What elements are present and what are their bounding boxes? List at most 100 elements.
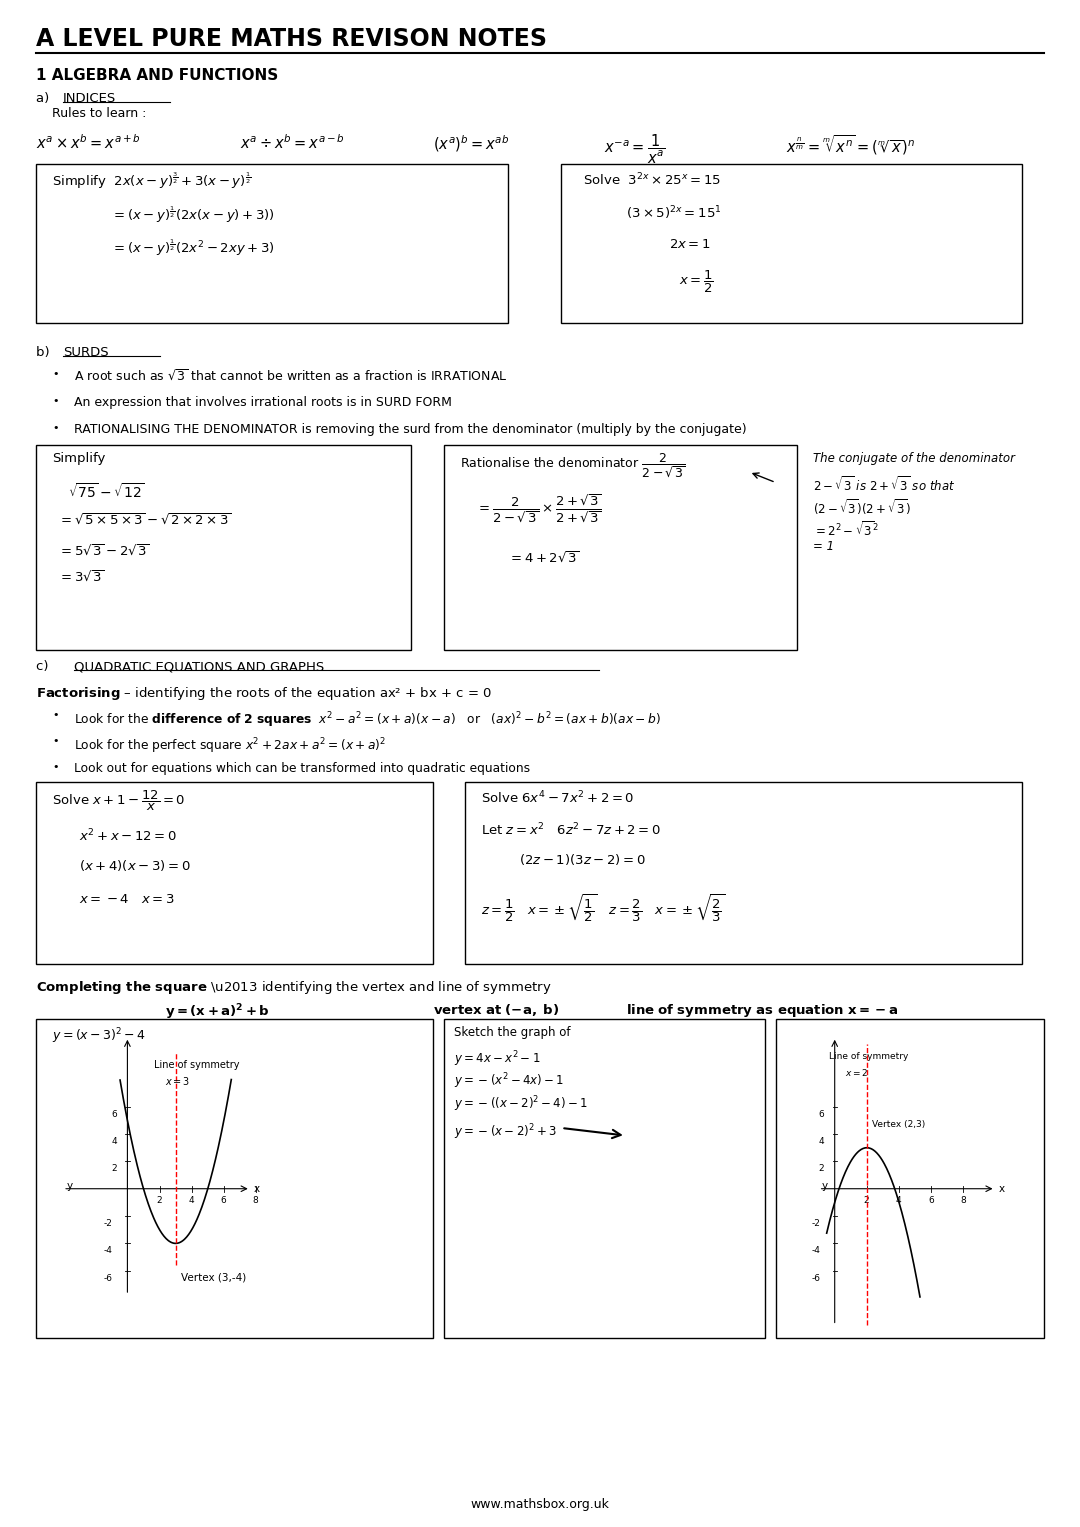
- Text: c): c): [37, 660, 57, 673]
- Text: a): a): [37, 92, 54, 105]
- Text: Look for the perfect square $x^2 + 2ax + a^2 = (x+a)^2$: Look for the perfect square $x^2 + 2ax +…: [73, 736, 386, 756]
- Text: 6: 6: [111, 1110, 117, 1119]
- FancyBboxPatch shape: [37, 163, 508, 324]
- Text: $z = \dfrac{1}{2} \quad x = \pm\sqrt{\dfrac{1}{2}} \quad z = \dfrac{2}{3} \quad : $z = \dfrac{1}{2} \quad x = \pm\sqrt{\df…: [481, 893, 726, 925]
- Text: -6: -6: [104, 1274, 112, 1283]
- Text: -6: -6: [811, 1274, 820, 1283]
- Text: $(2z-1)(3z-2) = 0$: $(2z-1)(3z-2) = 0$: [518, 852, 645, 867]
- Text: Line of symmetry: Line of symmetry: [154, 1060, 240, 1069]
- Text: A root such as $\sqrt{3}$ that cannot be written as a fraction is IRRATIONAL: A root such as $\sqrt{3}$ that cannot be…: [73, 368, 508, 383]
- Text: $\bf{vertex\ at\ (-a,\ b)}$: $\bf{vertex\ at\ (-a,\ b)}$: [433, 1002, 559, 1019]
- Text: $x^{\frac{n}{m}} = \sqrt[m]{x^n} = \left(\sqrt[m]{x}\right)^n$: $x^{\frac{n}{m}} = \sqrt[m]{x^n} = \left…: [786, 133, 916, 157]
- Text: Line of symmetry: Line of symmetry: [829, 1052, 908, 1061]
- Text: x: x: [254, 1183, 260, 1194]
- Text: 2: 2: [157, 1196, 162, 1205]
- Text: Solve $6x^4 - 7x^2 + 2 = 0$: Solve $6x^4 - 7x^2 + 2 = 0$: [481, 789, 634, 806]
- Text: Sketch the graph of: Sketch the graph of: [455, 1026, 570, 1040]
- Text: 4: 4: [111, 1138, 117, 1147]
- Text: $= 3\sqrt{3}$: $= 3\sqrt{3}$: [57, 570, 105, 585]
- FancyBboxPatch shape: [465, 782, 1023, 964]
- Text: $y = (x-3)^2 - 4$: $y = (x-3)^2 - 4$: [53, 1026, 147, 1046]
- Text: $2x = 1$: $2x = 1$: [669, 238, 711, 250]
- FancyBboxPatch shape: [444, 444, 797, 649]
- Text: $x^a \div x^b = x^{a-b}$: $x^a \div x^b = x^{a-b}$: [240, 133, 345, 153]
- Text: Solve $x + 1 - \dfrac{12}{x} = 0$: Solve $x + 1 - \dfrac{12}{x} = 0$: [53, 789, 186, 814]
- Text: $= 2^2 - \sqrt{3}^2$: $= 2^2 - \sqrt{3}^2$: [813, 521, 879, 539]
- Text: Let $z = x^2 \quad 6z^2 - 7z + 2 = 0$: Let $z = x^2 \quad 6z^2 - 7z + 2 = 0$: [481, 822, 661, 838]
- Text: 4: 4: [189, 1196, 194, 1205]
- Text: b): b): [37, 347, 54, 359]
- Text: •: •: [53, 423, 59, 434]
- Text: INDICES: INDICES: [63, 92, 117, 105]
- Text: 2: 2: [819, 1165, 824, 1173]
- Text: Look for the $\bf{difference\ of\ 2\ squares}$  $x^2 - a^2 = (x+a)(x-a)$   or   : Look for the $\bf{difference\ of\ 2\ squ…: [73, 710, 661, 730]
- Text: $\bf{Completing\ the\ square}$ \u2013 identifying the vertex and line of symmetr: $\bf{Completing\ the\ square}$ \u2013 id…: [37, 979, 552, 996]
- Text: Rationalise the denominator $\dfrac{2}{2-\sqrt{3}}$: Rationalise the denominator $\dfrac{2}{2…: [460, 452, 686, 479]
- Text: $(2-\sqrt{3})(2+\sqrt{3})$: $(2-\sqrt{3})(2+\sqrt{3})$: [813, 498, 912, 518]
- Text: 6: 6: [819, 1110, 824, 1119]
- Text: $x^{-a} = \dfrac{1}{x^a}$: $x^{-a} = \dfrac{1}{x^a}$: [605, 133, 665, 166]
- FancyBboxPatch shape: [562, 163, 1023, 324]
- Text: RATIONALISING THE DENOMINATOR is removing the surd from the denominator (multipl: RATIONALISING THE DENOMINATOR is removin…: [73, 423, 746, 437]
- Text: $(3 \times 5)^{2x} = 15^1$: $(3 \times 5)^{2x} = 15^1$: [625, 205, 721, 223]
- Text: -4: -4: [104, 1246, 112, 1255]
- Text: •: •: [53, 762, 59, 773]
- Text: $= \dfrac{2}{2-\sqrt{3}} \times \dfrac{2+\sqrt{3}}{2+\sqrt{3}}$: $= \dfrac{2}{2-\sqrt{3}} \times \dfrac{2…: [475, 493, 602, 525]
- Text: -4: -4: [811, 1246, 820, 1255]
- Text: 4: 4: [819, 1138, 824, 1147]
- Text: An expression that involves irrational roots is in SURD FORM: An expression that involves irrational r…: [73, 395, 451, 409]
- Text: 6: 6: [220, 1196, 227, 1205]
- Text: •: •: [53, 710, 59, 721]
- Text: $\bf{Factorising}$ – identifying the roots of the equation ax² + bx + c = 0: $\bf{Factorising}$ – identifying the roo…: [37, 684, 492, 701]
- Text: $y = -(x-2)^2 + 3$: $y = -(x-2)^2 + 3$: [455, 1122, 557, 1142]
- Text: $x = -4 \quad x = 3$: $x = -4 \quad x = 3$: [79, 893, 175, 906]
- Text: $= \sqrt{5 \times 5 \times 3} - \sqrt{2 \times 2 \times 3}$: $= \sqrt{5 \times 5 \times 3} - \sqrt{2 …: [57, 513, 231, 528]
- Text: -2: -2: [811, 1219, 820, 1228]
- Text: 8: 8: [960, 1196, 966, 1205]
- FancyBboxPatch shape: [37, 1019, 433, 1338]
- Text: 8: 8: [253, 1196, 258, 1205]
- Text: 6: 6: [928, 1196, 934, 1205]
- Text: Simplify  $2x(x-y)^{\frac{3}{2}} + 3(x-y)^{\frac{1}{2}}$: Simplify $2x(x-y)^{\frac{3}{2}} + 3(x-y)…: [53, 171, 252, 191]
- Text: Solve  $3^{2x} \times 25^x = 15$: Solve $3^{2x} \times 25^x = 15$: [583, 171, 721, 188]
- Text: = 1: = 1: [813, 541, 835, 553]
- Text: $y = -((x-2)^2 - 4) - 1$: $y = -((x-2)^2 - 4) - 1$: [455, 1095, 588, 1115]
- Text: y: y: [822, 1180, 828, 1191]
- Text: $y = -(x^2 - 4x) - 1$: $y = -(x^2 - 4x) - 1$: [455, 1072, 564, 1092]
- Text: •: •: [53, 736, 59, 747]
- Text: Simplify: Simplify: [53, 452, 106, 466]
- Text: 1 ALGEBRA AND FUNCTIONS: 1 ALGEBRA AND FUNCTIONS: [37, 67, 279, 82]
- Text: 4: 4: [895, 1196, 902, 1205]
- Text: $2 - \sqrt{3}$ is $2 + \sqrt{3}$ so that: $2 - \sqrt{3}$ is $2 + \sqrt{3}$ so that: [813, 475, 956, 493]
- Text: www.mathsbox.org.uk: www.mathsbox.org.uk: [471, 1498, 609, 1510]
- Text: SURDS: SURDS: [63, 347, 109, 359]
- FancyBboxPatch shape: [444, 1019, 765, 1338]
- Text: $= 4 + 2\sqrt{3}$: $= 4 + 2\sqrt{3}$: [508, 551, 579, 567]
- Text: x: x: [999, 1183, 1004, 1194]
- Text: 2: 2: [111, 1165, 117, 1173]
- Text: y: y: [66, 1180, 72, 1191]
- Text: $(x^a)^b = x^{ab}$: $(x^a)^b = x^{ab}$: [433, 133, 509, 154]
- Text: •: •: [53, 395, 59, 406]
- Text: The conjugate of the denominator: The conjugate of the denominator: [813, 452, 1015, 466]
- FancyBboxPatch shape: [37, 782, 433, 964]
- Text: -2: -2: [104, 1219, 112, 1228]
- Text: Vertex (3,-4): Vertex (3,-4): [181, 1272, 246, 1283]
- Text: $(x+4)(x-3) = 0$: $(x+4)(x-3) = 0$: [79, 858, 191, 872]
- Text: Vertex (2,3): Vertex (2,3): [873, 1121, 926, 1130]
- Text: Look out for equations which can be transformed into quadratic equations: Look out for equations which can be tran…: [73, 762, 530, 776]
- Text: $x^a \times x^b = x^{a+b}$: $x^a \times x^b = x^{a+b}$: [37, 133, 141, 153]
- Text: $\sqrt{75} - \sqrt{12}$: $\sqrt{75} - \sqrt{12}$: [68, 483, 146, 501]
- Text: $= (x-y)^{\frac{1}{2}}(2x^2 - 2xy + 3)$: $= (x-y)^{\frac{1}{2}}(2x^2 - 2xy + 3)$: [111, 238, 275, 258]
- Text: $\bf{line\ of\ symmetry\ as\ equation\ x = -a}$: $\bf{line\ of\ symmetry\ as\ equation\ x…: [625, 1002, 899, 1019]
- Text: A LEVEL PURE MATHS REVISON NOTES: A LEVEL PURE MATHS REVISON NOTES: [37, 27, 548, 50]
- Text: •: •: [53, 368, 59, 379]
- Text: QUADRATIC EQUATIONS AND GRAPHS: QUADRATIC EQUATIONS AND GRAPHS: [73, 660, 324, 673]
- Text: $x = \dfrac{1}{2}$: $x = \dfrac{1}{2}$: [679, 269, 714, 295]
- Text: $y = 4x - x^2 - 1$: $y = 4x - x^2 - 1$: [455, 1049, 541, 1069]
- Text: $x^2 + x - 12 = 0$: $x^2 + x - 12 = 0$: [79, 828, 177, 844]
- FancyBboxPatch shape: [775, 1019, 1043, 1338]
- Text: $x = 2$: $x = 2$: [846, 1067, 868, 1078]
- Text: $= 5\sqrt{3} - 2\sqrt{3}$: $= 5\sqrt{3} - 2\sqrt{3}$: [57, 544, 149, 559]
- Text: $= (x-y)^{\frac{1}{2}}(2x(x-y) + 3))$: $= (x-y)^{\frac{1}{2}}(2x(x-y) + 3))$: [111, 205, 275, 224]
